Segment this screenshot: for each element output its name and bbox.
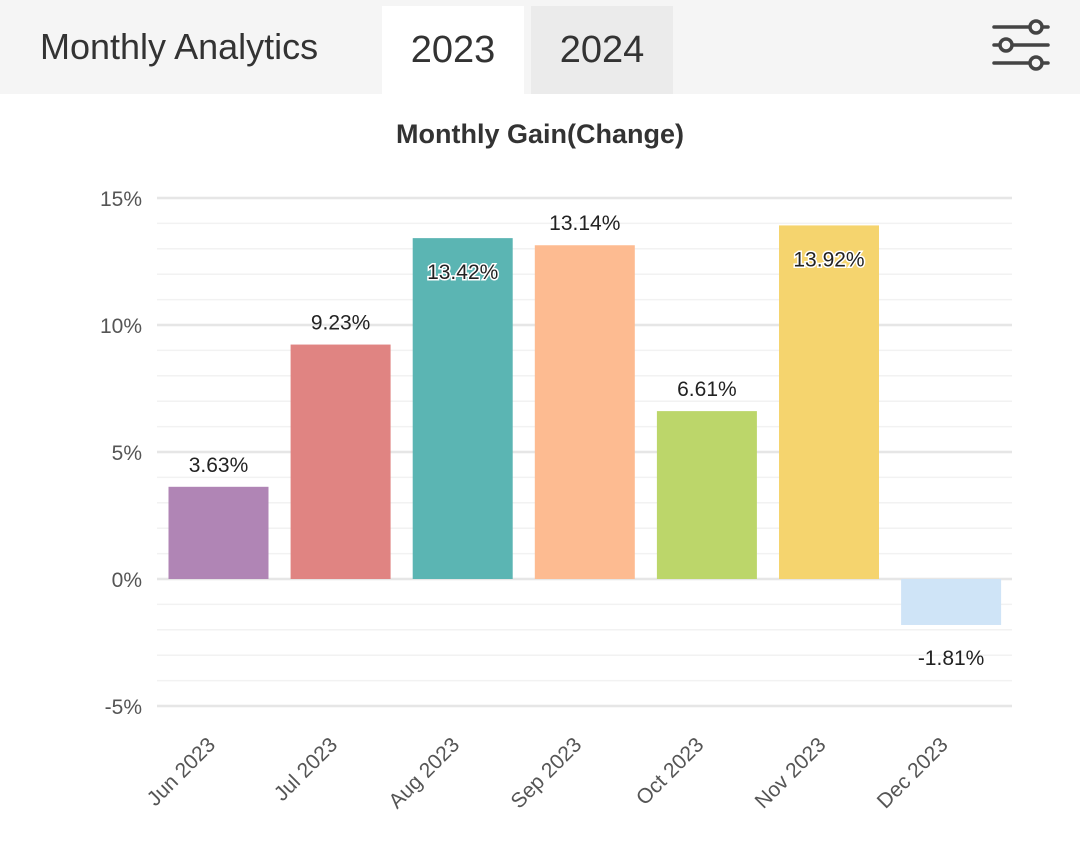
bar-nov-2023[interactable] xyxy=(779,225,879,579)
data-label: 13.14% xyxy=(549,212,620,235)
y-tick-label: 10% xyxy=(100,315,142,338)
page-title: Monthly Analytics xyxy=(40,26,319,67)
x-tick-label: Aug 2023 xyxy=(384,733,464,813)
tab-2024[interactable]: 2024 xyxy=(531,6,673,94)
x-tick-label: Sep 2023 xyxy=(506,733,586,813)
x-tick-label: Jun 2023 xyxy=(143,733,220,810)
chart-title: Monthly Gain(Change) xyxy=(396,119,684,149)
data-label: 3.63% xyxy=(189,454,249,477)
tab-2023[interactable]: 2023 xyxy=(382,6,524,94)
bar-oct-2023[interactable] xyxy=(656,411,757,579)
bar-chart: Monthly Gain(Change) -5% 0% 5% 10% 15% 3.63% Ju… xyxy=(100,119,1012,813)
x-tick-label: Oct 2023 xyxy=(632,733,709,810)
x-tick-label: Dec 2023 xyxy=(873,733,953,813)
bar-jun-2023[interactable] xyxy=(168,486,269,579)
x-tick-label: Jul 2023 xyxy=(270,733,342,805)
bar-sep-2023[interactable] xyxy=(534,245,635,579)
y-tick-label: 0% xyxy=(112,569,142,592)
filter-button[interactable] xyxy=(988,14,1054,80)
data-label: 6.61% xyxy=(677,378,737,401)
bar-dec-2023[interactable] xyxy=(901,579,1002,625)
header-bar: Monthly Analytics 2023 2024 xyxy=(0,0,1080,94)
bar-aug-2023[interactable] xyxy=(412,238,513,579)
tab-label: 2024 xyxy=(559,28,645,71)
data-label: 13.42% xyxy=(427,261,498,284)
data-label: 13.92% xyxy=(793,248,864,271)
tab-label: 2023 xyxy=(410,28,496,71)
data-label: -1.81% xyxy=(918,647,985,670)
y-tick-label: 5% xyxy=(112,442,142,465)
y-tick-label: -5% xyxy=(105,696,142,719)
y-tick-label: 15% xyxy=(100,188,142,211)
chart-area: Monthly Gain(Change) -5% 0% 5% 10% 15% 3.63% Ju… xyxy=(0,94,1080,843)
data-label: 9.23% xyxy=(311,312,371,335)
sliders-icon xyxy=(992,19,1050,71)
x-tick-label: Nov 2023 xyxy=(751,733,831,813)
bar-jul-2023[interactable] xyxy=(290,344,391,579)
